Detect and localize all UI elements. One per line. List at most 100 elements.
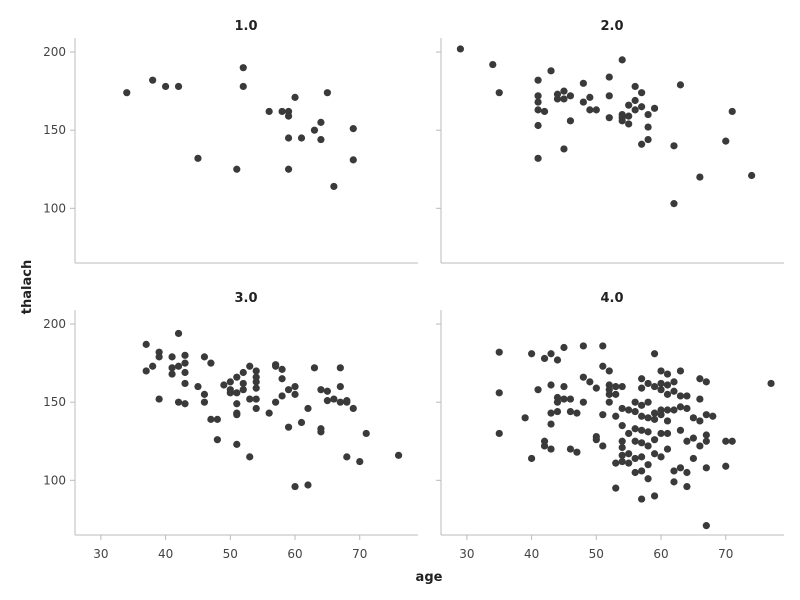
x-tick-label: 70 <box>718 547 733 561</box>
data-point <box>310 364 319 372</box>
data-point <box>547 445 555 453</box>
data-point <box>246 395 254 403</box>
data-point <box>689 434 697 442</box>
data-point <box>644 379 652 388</box>
data-point <box>663 417 672 425</box>
data-point <box>618 451 626 459</box>
data-point <box>683 392 691 400</box>
data-point <box>194 154 202 162</box>
data-point <box>560 145 568 153</box>
data-point <box>284 165 293 173</box>
data-point <box>553 356 562 364</box>
data-point <box>239 82 247 91</box>
data-point <box>278 365 286 373</box>
data-point <box>495 348 503 356</box>
data-point <box>560 395 568 403</box>
data-point <box>566 92 575 100</box>
data-point <box>689 454 697 463</box>
data-point <box>644 414 652 422</box>
data-point <box>644 442 652 450</box>
data-point <box>644 461 652 469</box>
data-point <box>599 362 607 370</box>
data-point <box>696 375 704 383</box>
data-point <box>323 387 331 395</box>
data-point <box>663 406 672 414</box>
data-point <box>586 93 594 101</box>
data-point <box>599 442 607 450</box>
data-point <box>226 378 234 386</box>
data-point <box>233 373 241 381</box>
data-point <box>323 397 331 405</box>
data-point <box>689 414 697 422</box>
data-point <box>560 95 568 103</box>
data-point <box>702 522 710 530</box>
data-point <box>495 429 503 438</box>
data-point <box>174 329 183 338</box>
data-point <box>495 389 503 397</box>
data-point <box>579 79 587 87</box>
data-point <box>168 353 176 361</box>
data-point <box>644 110 652 119</box>
x-tick-label: 30 <box>93 547 108 561</box>
data-point <box>284 423 293 431</box>
y-tick-label: 200 <box>43 45 66 59</box>
y-axis-label: thalach <box>20 260 35 314</box>
data-point <box>168 364 176 372</box>
data-point <box>650 436 659 444</box>
data-point <box>631 454 639 463</box>
data-point <box>605 367 613 375</box>
data-point <box>599 342 607 350</box>
data-point <box>696 395 704 403</box>
facet-title: 1.0 <box>234 19 257 34</box>
data-point <box>722 437 730 445</box>
data-point <box>676 81 685 89</box>
x-tick-label: 50 <box>223 547 238 561</box>
data-point <box>540 354 549 363</box>
facet-title: 3.0 <box>234 291 257 306</box>
data-point <box>566 117 575 125</box>
data-point <box>657 386 665 394</box>
point-group <box>123 64 357 191</box>
data-point <box>155 353 163 361</box>
y-tick-label: 150 <box>43 123 66 137</box>
data-point <box>252 395 260 403</box>
data-point <box>638 384 646 392</box>
data-point <box>181 351 189 359</box>
data-point <box>573 409 581 417</box>
data-point <box>528 454 536 463</box>
data-point <box>670 406 678 414</box>
facet-panel: 1.0 100 150 200 <box>43 19 418 264</box>
data-point <box>670 200 678 208</box>
data-point <box>644 428 652 436</box>
data-point <box>265 409 273 417</box>
data-point <box>625 429 633 438</box>
data-point <box>317 428 325 436</box>
point-group <box>142 329 403 491</box>
data-point <box>181 359 189 367</box>
data-point <box>696 442 704 450</box>
data-point <box>560 343 568 352</box>
data-point <box>722 462 730 470</box>
data-point <box>304 481 312 489</box>
data-point <box>534 106 542 114</box>
data-point <box>343 398 351 406</box>
data-point <box>194 382 202 391</box>
data-point <box>343 453 351 461</box>
data-point <box>521 414 529 422</box>
data-point <box>631 96 639 105</box>
data-point <box>489 60 497 69</box>
data-point <box>336 364 344 372</box>
data-point <box>722 137 730 145</box>
data-point <box>638 401 646 409</box>
tick-group: 100 150 200 30 40 50 60 70 <box>43 317 367 561</box>
data-point <box>683 404 691 413</box>
data-point <box>599 411 607 419</box>
data-point <box>663 390 672 398</box>
data-point <box>631 425 639 433</box>
data-point <box>534 386 542 394</box>
data-point <box>123 89 131 97</box>
data-point <box>547 350 555 358</box>
data-point <box>162 82 170 91</box>
data-point <box>297 134 306 142</box>
data-point <box>618 56 626 64</box>
